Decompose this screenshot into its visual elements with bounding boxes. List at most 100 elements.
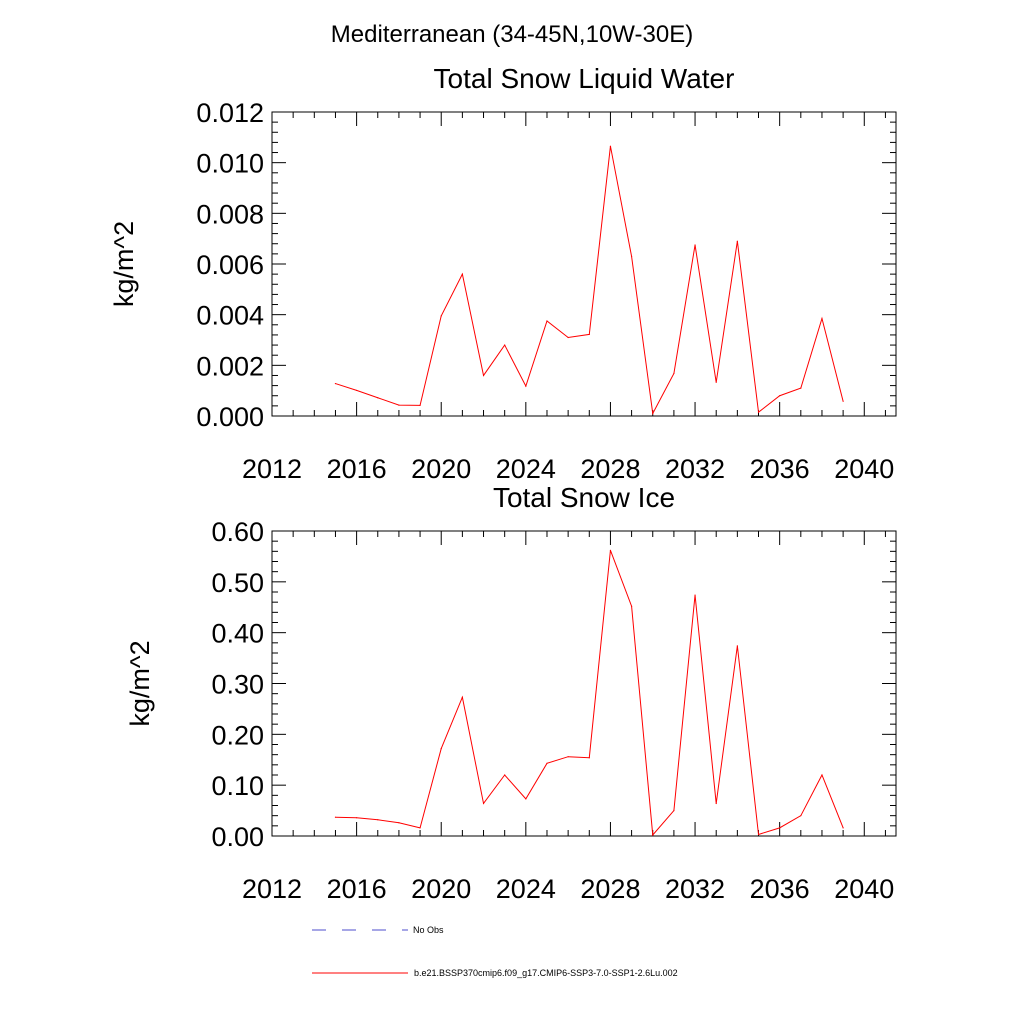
x-tick-label: 2040 — [834, 874, 894, 904]
data-point — [504, 774, 506, 776]
chart-title: Total Snow Ice — [493, 482, 675, 513]
series-line — [335, 146, 844, 416]
x-tick-label: 2020 — [411, 874, 471, 904]
data-point — [694, 594, 696, 596]
data-point — [757, 411, 760, 413]
data-point — [419, 827, 421, 829]
data-point — [440, 747, 442, 750]
x-tick-label: 2032 — [665, 454, 725, 484]
y-tick-label: 0.008 — [196, 199, 264, 229]
y-axis-label: kg/m^2 — [125, 640, 155, 726]
x-tick-label: 2024 — [496, 454, 556, 484]
x-tick-label: 2040 — [834, 454, 894, 484]
data-point — [334, 816, 337, 818]
y-tick-label: 0.004 — [196, 301, 264, 331]
legend-item: No Obs — [312, 925, 444, 935]
data-point — [652, 834, 654, 836]
data-point — [567, 756, 569, 758]
data-point — [356, 389, 358, 392]
legend-label: No Obs — [413, 925, 444, 935]
legend: No Obs b.e21.BSSP370cmip6.f09_g17.CMIP6-S… — [312, 925, 678, 978]
figure-suptitle: Mediterranean (34-45N,10W-30E) — [331, 21, 693, 48]
data-point — [588, 333, 590, 336]
data-point — [842, 827, 844, 829]
data-point — [715, 802, 717, 805]
y-tick-label: 0.10 — [211, 771, 264, 801]
x-tick-label: 2036 — [750, 454, 810, 484]
y-tick-label: 0.40 — [211, 619, 264, 649]
data-point — [842, 400, 844, 402]
y-tick-label: 0.002 — [196, 351, 264, 381]
x-tick-label: 2012 — [242, 454, 302, 484]
y-tick-label: 0.20 — [211, 720, 264, 750]
x-tick-label: 2028 — [580, 874, 640, 904]
y-tick-label: 0.010 — [196, 149, 264, 179]
data-point — [779, 827, 781, 829]
data-point — [525, 385, 527, 387]
series-line — [335, 550, 844, 837]
x-tick-label: 2036 — [750, 874, 810, 904]
data-point — [567, 336, 569, 339]
data-point — [609, 145, 612, 147]
data-point — [546, 762, 548, 764]
y-tick-label: 0.012 — [196, 98, 264, 128]
y-tick-label: 0.60 — [211, 517, 264, 547]
data-point — [461, 273, 463, 275]
data-point — [419, 404, 421, 406]
data-point — [377, 819, 379, 821]
data-point — [546, 320, 548, 322]
data-point — [736, 645, 738, 647]
data-point — [757, 833, 760, 836]
data-point — [715, 381, 717, 383]
data-point — [398, 404, 400, 406]
y-tick-label: 0.000 — [196, 402, 264, 432]
x-tick-label: 2020 — [411, 454, 471, 484]
data-point — [821, 774, 823, 776]
y-axis-label: kg/m^2 — [109, 221, 139, 307]
data-point — [461, 696, 463, 698]
data-point — [482, 374, 485, 377]
y-tick-label: 0.50 — [211, 568, 264, 598]
x-tick-label: 2028 — [580, 454, 640, 484]
data-point — [652, 412, 654, 415]
plot-frame — [271, 111, 897, 417]
series-group — [334, 145, 844, 416]
x-tick-label: 2024 — [496, 874, 556, 904]
x-tick-label: 2012 — [242, 874, 302, 904]
data-point — [630, 605, 633, 607]
series-group — [334, 549, 844, 837]
chart-title: Total Snow Liquid Water — [434, 63, 735, 94]
data-point — [334, 382, 337, 385]
data-point — [779, 395, 781, 397]
plot-frame — [271, 530, 897, 837]
data-point — [800, 815, 802, 817]
x-tick-label: 2016 — [327, 454, 387, 484]
y-tick-label: 0.00 — [211, 822, 264, 852]
data-point — [588, 757, 590, 759]
y-tick-label: 0.30 — [211, 670, 264, 700]
data-point — [609, 549, 612, 551]
data-point — [356, 817, 358, 819]
data-point — [673, 809, 675, 812]
y-axis: 0.00 0.10 0.20 0.30 0.40 0.50 0.60 — [211, 517, 896, 852]
x-axis: 2012 2016 2020 2024 2028 2032 2036 2040 — [242, 531, 894, 904]
data-point — [694, 244, 696, 246]
data-point — [673, 372, 675, 375]
data-point — [736, 240, 738, 242]
data-point — [482, 802, 485, 805]
data-point — [440, 315, 442, 317]
x-axis: 2012 2016 2020 2024 2028 2032 2036 2040 — [242, 112, 894, 484]
data-point — [525, 798, 527, 800]
data-point — [377, 397, 379, 399]
legend-item: b.e21.BSSP370cmip6.f09_g17.CMIP6-SSP3-7.… — [312, 968, 678, 978]
y-tick-label: 0.006 — [196, 250, 264, 280]
data-point — [504, 344, 506, 346]
legend-label: b.e21.BSSP370cmip6.f09_g17.CMIP6-SSP3-7.… — [414, 968, 678, 978]
x-tick-label: 2016 — [327, 874, 387, 904]
data-point — [398, 822, 400, 824]
data-point — [800, 387, 802, 389]
